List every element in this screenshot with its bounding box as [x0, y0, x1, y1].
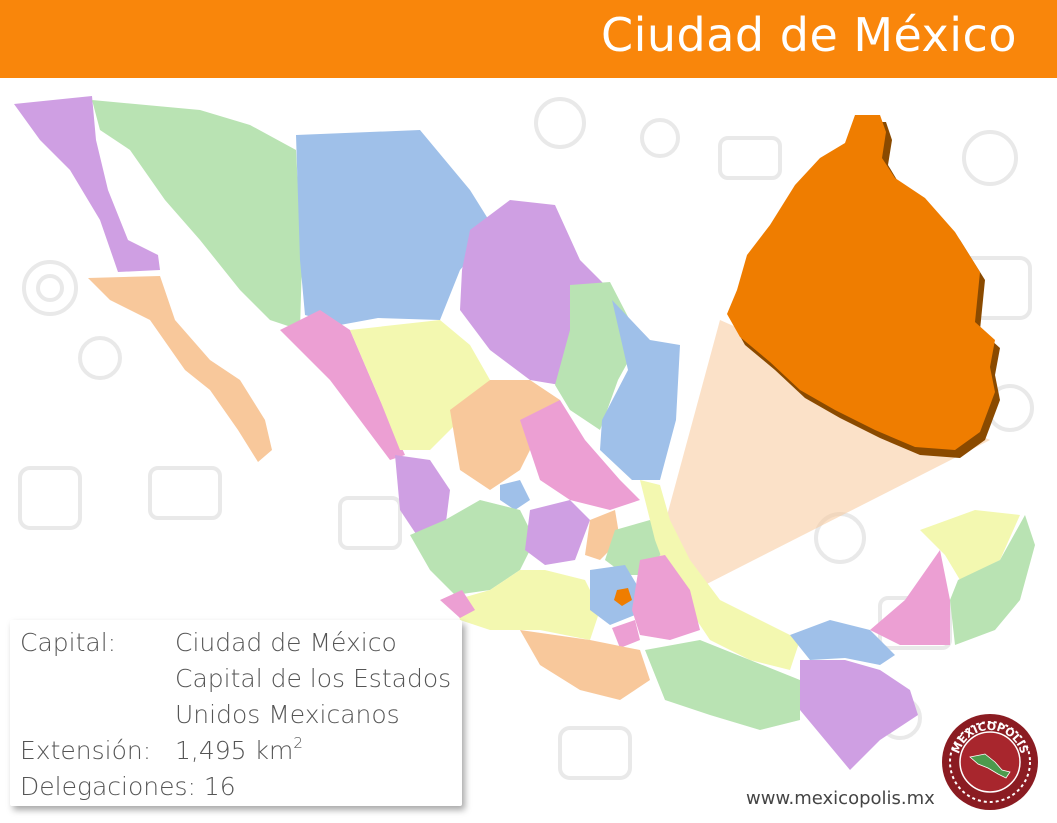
state-san-luis-potosi	[520, 400, 640, 510]
delegaciones-line: Delegaciones: 16	[20, 772, 236, 801]
state-campeche	[870, 550, 950, 645]
state-guanajuato	[525, 500, 590, 565]
state-michoacan	[455, 570, 600, 640]
state-guerrero	[520, 630, 650, 700]
state-chiapas	[800, 660, 918, 770]
extension-label: Extensión:	[20, 736, 152, 765]
state-ciudad-de-mexico	[614, 588, 632, 606]
state-baja-california-sur	[88, 276, 272, 462]
state-nayarit	[395, 455, 450, 540]
state-zacatecas	[450, 380, 560, 490]
extension-exponent: 2	[293, 734, 303, 752]
state-oaxaca	[645, 640, 800, 730]
state-aguascalientes	[500, 480, 530, 510]
state-veracruz	[640, 480, 800, 670]
capital-value-line2: Capital de los Estados	[175, 664, 452, 693]
delegaciones-label: Delegaciones:	[20, 772, 196, 801]
extension-value: 1,495 km2	[175, 734, 303, 765]
state-baja-california	[14, 96, 160, 272]
capital-value-line1: Ciudad de México	[175, 628, 397, 657]
extension-number: 1,495 km	[175, 736, 294, 765]
delegaciones-value: 16	[203, 772, 236, 801]
state-estado-de-mexico	[590, 565, 640, 625]
website-url: www.mexicopolis.mx	[746, 788, 935, 809]
mexicopolis-seal-logo: MEXICOPOLIS	[942, 714, 1038, 810]
background-pattern	[18, 97, 1034, 780]
state-sinaloa	[280, 310, 405, 460]
state-tabasco	[790, 620, 895, 665]
state-jalisco	[410, 500, 535, 595]
state-quintana-roo	[950, 515, 1035, 645]
state-colima	[440, 590, 475, 618]
zoom-beam	[655, 320, 990, 590]
state-chihuahua	[296, 130, 495, 325]
info-box: Capital: Ciudad de México Capital de los…	[10, 620, 462, 806]
state-puebla	[632, 555, 700, 640]
state-sonora	[92, 100, 302, 330]
page-title: Ciudad de México	[600, 8, 1017, 62]
state-morelos	[612, 620, 640, 648]
decorative-glyphs	[18, 97, 1034, 780]
header-bar: Ciudad de México	[0, 0, 1057, 78]
cdmx-enlarged-face	[727, 115, 995, 450]
capital-value-line3: Unidos Mexicanos	[175, 700, 400, 729]
cdmx-enlarged	[727, 115, 1000, 458]
state-tamaulipas	[600, 300, 680, 480]
capital-label: Capital:	[20, 628, 117, 657]
